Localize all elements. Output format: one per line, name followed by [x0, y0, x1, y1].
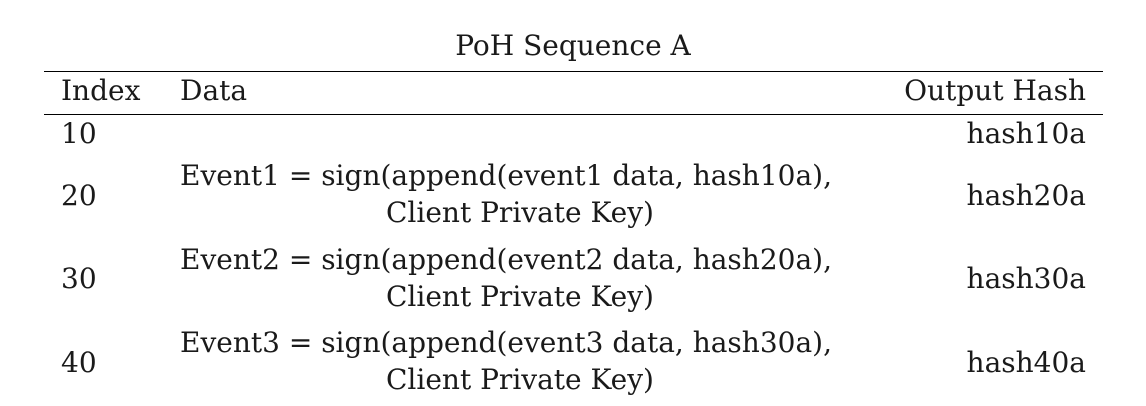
row-hash: hash20a — [966, 179, 1086, 212]
row-data-line1: Event1 = sign(append(event1 data, hash10… — [180, 159, 832, 192]
row-data-line1: Event2 = sign(append(event2 data, hash20… — [180, 243, 832, 276]
top-rule — [44, 71, 1103, 72]
row-data: Event1 = sign(append(event1 data, hash10… — [180, 157, 860, 231]
row-data-line1: Event3 = sign(append(event3 data, hash30… — [180, 326, 832, 359]
row-index: 10 — [61, 117, 97, 150]
header-rule — [44, 114, 1103, 115]
row-index: 30 — [61, 262, 97, 295]
row-data: Event3 = sign(append(event3 data, hash30… — [180, 324, 860, 398]
table-caption: PoH Sequence A — [455, 29, 691, 62]
row-data-line2: Client Private Key) — [386, 280, 654, 313]
row-hash: hash10a — [966, 117, 1086, 150]
row-index: 20 — [61, 179, 97, 212]
header-output-hash: Output Hash — [904, 74, 1086, 107]
row-data: Event2 = sign(append(event2 data, hash20… — [180, 241, 860, 315]
row-hash: hash40a — [966, 346, 1086, 379]
header-index: Index — [61, 74, 141, 107]
header-data: Data — [180, 74, 248, 107]
row-data-line2: Client Private Key) — [386, 363, 654, 396]
row-hash: hash30a — [966, 262, 1086, 295]
row-data-line2: Client Private Key) — [386, 196, 654, 229]
row-index: 40 — [61, 346, 97, 379]
